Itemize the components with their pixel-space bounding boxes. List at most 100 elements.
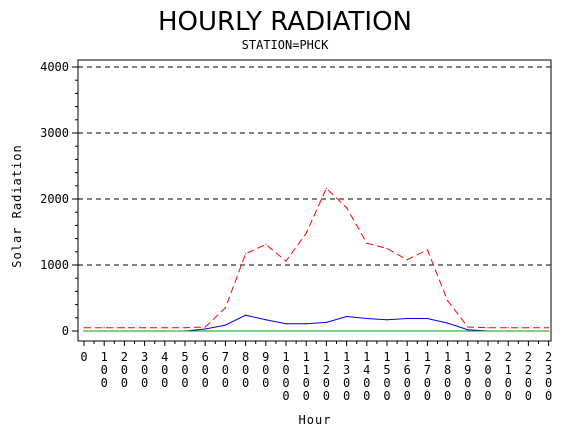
series-3-point (144, 330, 146, 332)
series-3-point (386, 330, 388, 332)
series-3-point (507, 330, 509, 332)
series-3-point (285, 330, 287, 332)
series-3-point (406, 330, 408, 332)
series-1-point (224, 307, 226, 309)
series-1-point (346, 206, 348, 209)
series-3-point (487, 330, 489, 332)
y-axis-label: Solar Radiation (10, 144, 24, 267)
series-3-point (184, 330, 186, 332)
y-axis: 0 1000 2000 3000 4000 (40, 60, 78, 338)
x-axis-label: Hour (299, 413, 332, 427)
chart-title: HOURLY RADIATION (158, 7, 412, 37)
series-1-point (507, 327, 509, 329)
series-2-point (366, 317, 368, 320)
series-1-point (184, 327, 186, 329)
series-1-point (487, 327, 489, 329)
series-2-point (386, 319, 388, 321)
series-3-point (103, 330, 105, 332)
series-2-point (325, 321, 327, 324)
y-tick-label: 3000 (40, 126, 69, 140)
plot-frame (77, 59, 552, 342)
series-1-point (305, 232, 307, 234)
series-2-point (265, 319, 267, 321)
series-3-point (123, 330, 125, 332)
series-1-point (426, 249, 428, 251)
series-2-point (406, 317, 408, 320)
series-1-point (245, 253, 247, 255)
series-2-point (285, 323, 287, 325)
series-3-point (224, 330, 226, 332)
series-1-point (406, 259, 408, 261)
series-3-point (265, 330, 267, 332)
series-1-point (103, 327, 105, 329)
series-2-point (224, 324, 226, 326)
series-1-point (144, 327, 146, 329)
series-1-point (447, 300, 449, 302)
series-1-point (164, 327, 166, 329)
series-3-point (83, 330, 85, 332)
series-3-point (325, 330, 327, 332)
series-2-point (447, 322, 449, 324)
series-1-point (204, 326, 206, 328)
x-axis: 0 1 0 0 2 0 0 3 0 0 4 0 0 5 0 0 6 0 0 7 0 0 8 0 0 9 0 0 1 0 0 0 1 1 0 0 1 2 0 0… (80, 341, 552, 403)
series-1-point (548, 327, 550, 329)
series-3-point (305, 330, 307, 332)
y-tick-label: 1000 (40, 258, 69, 272)
y-tick-label: 4000 (40, 60, 69, 74)
y-tick-label: 0 (62, 324, 69, 338)
series-3-point (366, 330, 368, 332)
y-tick-label: 2000 (40, 192, 69, 206)
series-3-point (245, 330, 247, 332)
series-1-point (123, 327, 125, 329)
grid-lines (78, 66, 551, 266)
series-3-point (447, 330, 449, 332)
series-3-point (426, 330, 428, 332)
series-3-point (164, 330, 166, 332)
series-lines (83, 187, 550, 332)
series-1-point (83, 327, 85, 329)
series-3-point (467, 330, 469, 332)
series-2-point (426, 317, 428, 320)
series-line-2 (84, 314, 549, 332)
series-2-point (204, 328, 206, 330)
series-2-point (245, 314, 247, 316)
series-1-point (285, 260, 287, 262)
series-1-point (325, 187, 327, 190)
series-3-point (527, 330, 530, 332)
series-3-point (548, 330, 550, 332)
chart-subtitle: STATION=PHCK (242, 38, 329, 52)
series-1-point (467, 326, 469, 328)
series-2-point (305, 323, 307, 325)
x-tick-label: 0 (80, 350, 87, 364)
series-1-point (265, 243, 267, 246)
series-1-point (386, 247, 388, 250)
series-3-point (204, 330, 206, 332)
series-2-point (346, 315, 348, 318)
series-1-point (527, 327, 530, 329)
series-line-1 (84, 187, 549, 329)
series-3-point (346, 330, 348, 332)
